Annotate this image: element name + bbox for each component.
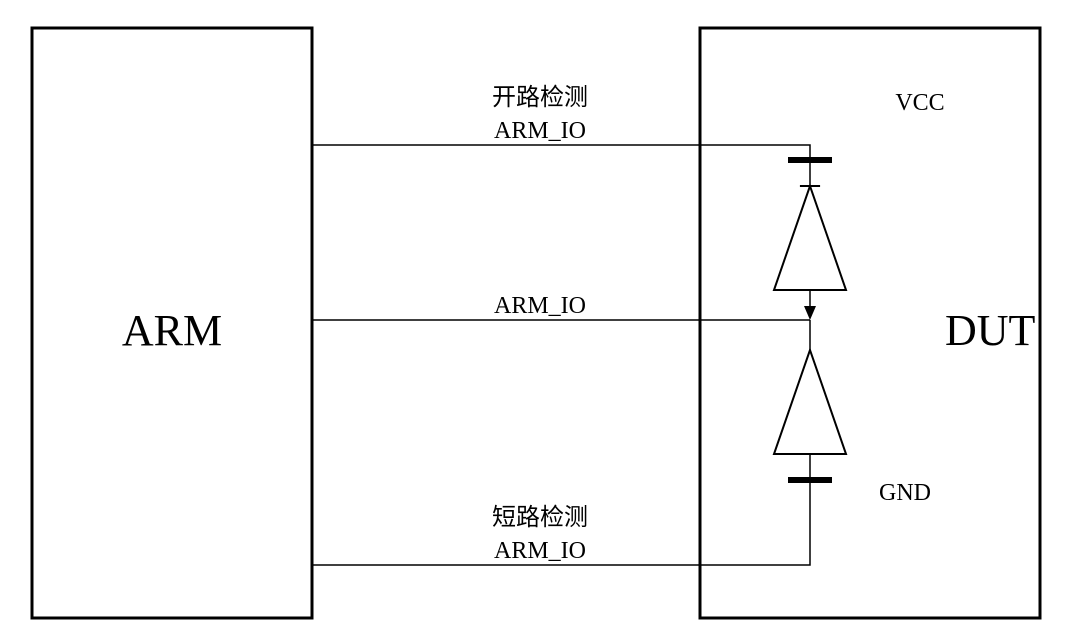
arm-label: ARM [122, 306, 222, 355]
diode-upper [774, 186, 846, 290]
circuit-diagram: ARM DUT 开路检测 ARM_IO ARM_IO 短路检测 ARM_IO V… [0, 0, 1070, 644]
gnd-label: GND [879, 480, 931, 506]
diode-lower [774, 350, 846, 454]
wire-bot-cjk-label: 短路检测 [492, 504, 588, 531]
wire-top [312, 145, 810, 160]
wire-top-label: ARM_IO [494, 118, 586, 144]
wire-bot-label: ARM_IO [494, 538, 586, 564]
wire-mid-label: ARM_IO [494, 293, 586, 319]
vcc-label: VCC [895, 90, 944, 116]
mid-node-arrow [804, 306, 816, 320]
wire-top-cjk-label: 开路检测 [492, 84, 588, 111]
dut-label: DUT [945, 306, 1036, 355]
